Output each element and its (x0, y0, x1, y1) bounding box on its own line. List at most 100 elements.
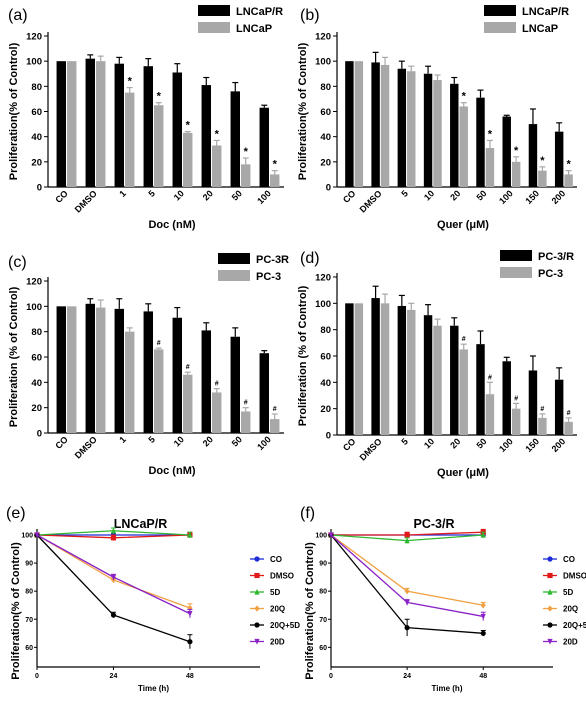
panel-label-b: (b) (300, 7, 320, 24)
bar-PC-3R-20 (201, 330, 211, 433)
y-tick-label: 100 (21, 533, 33, 540)
legend-swatch-LNCaP (484, 22, 516, 33)
legend-marker-DMSO (254, 572, 260, 579)
x-axis-title: Doc (nM) (148, 465, 195, 477)
bar-LNCaP-20 (212, 145, 222, 187)
bar-PC-3-200 (564, 421, 573, 435)
y-tick-label: 100 (315, 299, 331, 310)
bar-PC-3R-DMSO (85, 303, 95, 433)
y-tick-label: 70 (319, 617, 327, 624)
legend-label: 5D (563, 588, 573, 597)
x-tick-label: 100 (255, 434, 273, 452)
bar-PC-3/R-150 (528, 370, 538, 435)
x-tick-label: 24 (403, 673, 411, 680)
y-tick-label: 60 (31, 107, 42, 118)
y-axis-title: Proliferation(% of Control) (297, 42, 309, 180)
legend-label: PC-3 (256, 271, 281, 283)
y-tick-label: 120 (26, 277, 42, 288)
bar-PC-3R-100 (259, 353, 269, 433)
x-tick-label: 150 (523, 436, 541, 454)
chart-title: LNCaP/R (114, 517, 167, 531)
legend-marker-5D (254, 588, 260, 595)
x-tick-label: 24 (110, 673, 118, 680)
x-axis-title: Quer (μM) (437, 467, 489, 479)
bar-PC-3/R-50 (476, 344, 485, 435)
y-tick-label: 60 (320, 107, 331, 118)
bar-LNCaP-CO (67, 61, 77, 187)
data-point-5D (110, 527, 117, 534)
legend-swatch-PC-3 (218, 270, 250, 281)
x-tick-label: 200 (550, 188, 568, 206)
y-tick-label: 20 (31, 403, 42, 414)
y-tick-label: 100 (26, 302, 42, 313)
data-point-20D (480, 613, 486, 620)
bar-LNCaP/R-CO (345, 61, 354, 187)
significance-marker: * (273, 159, 278, 171)
bar-PC-3-10 (433, 325, 442, 435)
legend-swatch-LNCaP/R (198, 5, 230, 16)
bar-LNCaP-5 (407, 71, 416, 187)
x-tick-label: 150 (523, 188, 541, 206)
significance-marker: * (540, 155, 545, 167)
series-line-20Q (36, 534, 191, 609)
y-tick-label: 20 (320, 404, 331, 415)
bar-PC-3/R-5 (397, 305, 407, 435)
y-tick-label: 40 (31, 378, 42, 389)
bar-LNCaP-150 (538, 170, 547, 187)
significance-marker: # (186, 364, 190, 371)
x-axis-title: Time (h) (138, 684, 169, 693)
legend-label: 20D (563, 638, 578, 647)
bar-LNCaP-1 (125, 92, 135, 187)
x-tick-label: DMSO (73, 434, 99, 460)
y-tick-label: 100 (315, 57, 331, 68)
y-tick-label: 90 (319, 561, 327, 568)
x-tick-label: 1 (117, 434, 128, 445)
y-tick-label: 70 (25, 617, 33, 624)
x-tick-label: 50 (474, 436, 488, 450)
series-line-20Q+5D (330, 534, 484, 634)
bar-chart-d: (d) 0 20 40 60 80 100 120 CO DMSO 5 10 #20 #50 #100 #15… (297, 250, 577, 479)
bar-LNCaP-50 (485, 147, 495, 187)
y-axis-title: Proliferation (% of Control) (8, 286, 20, 427)
bar-LNCaP-20 (459, 106, 468, 187)
legend-label: PC-3/R (538, 251, 574, 263)
bar-PC-3R-1 (114, 308, 124, 433)
y-tick-label: 0 (326, 183, 331, 194)
bar-PC-3-1 (125, 331, 135, 433)
significance-marker: * (462, 91, 467, 103)
legend-marker-5D (547, 588, 553, 595)
bar-PC-3-DMSO (380, 303, 390, 435)
panel-label-e: (e) (6, 505, 26, 522)
line-chart-e: (e) LNCaP/R 60 70 80 90 100 0 24 48 Proliferation(… (6, 505, 300, 693)
bar-LNCaP/R-CO (56, 61, 66, 187)
y-tick-label: 60 (320, 352, 331, 363)
bar-PC-3-50 (241, 411, 251, 433)
data-point-20Q+5D (404, 625, 410, 631)
x-tick-label: 100 (255, 188, 273, 206)
y-tick-label: 120 (315, 32, 331, 43)
legend-label: PC-3 (538, 268, 563, 280)
bar-PC-3-CO (67, 306, 77, 433)
x-tick-label: 50 (230, 188, 244, 202)
bar-LNCaP/R-50 (230, 91, 240, 187)
bar-LNCaP-DMSO (96, 61, 106, 187)
x-tick-label: 48 (479, 673, 487, 680)
bar-LNCaP-CO (354, 61, 364, 187)
significance-marker: * (244, 146, 249, 158)
bar-PC-3R-50 (230, 336, 240, 433)
x-tick-label: 20 (448, 436, 462, 450)
y-tick-label: 100 (315, 533, 327, 540)
significance-marker: # (462, 336, 466, 343)
y-axis-title: Proliferation(% of Control) (10, 542, 22, 680)
legend-label: 5D (270, 588, 280, 597)
data-point-20Q+5D (187, 639, 193, 645)
legend-label: LNCaP/R (236, 6, 283, 18)
legend-label: DMSO (270, 572, 294, 581)
y-tick-label: 40 (31, 132, 42, 143)
x-tick-label: 5 (146, 188, 157, 199)
legend-label: 20Q (270, 605, 285, 614)
significance-marker: # (514, 395, 518, 402)
data-point-5D (187, 531, 193, 538)
legend-marker-20Q+5D (547, 622, 553, 628)
legend-label: PC-3R (256, 254, 289, 266)
